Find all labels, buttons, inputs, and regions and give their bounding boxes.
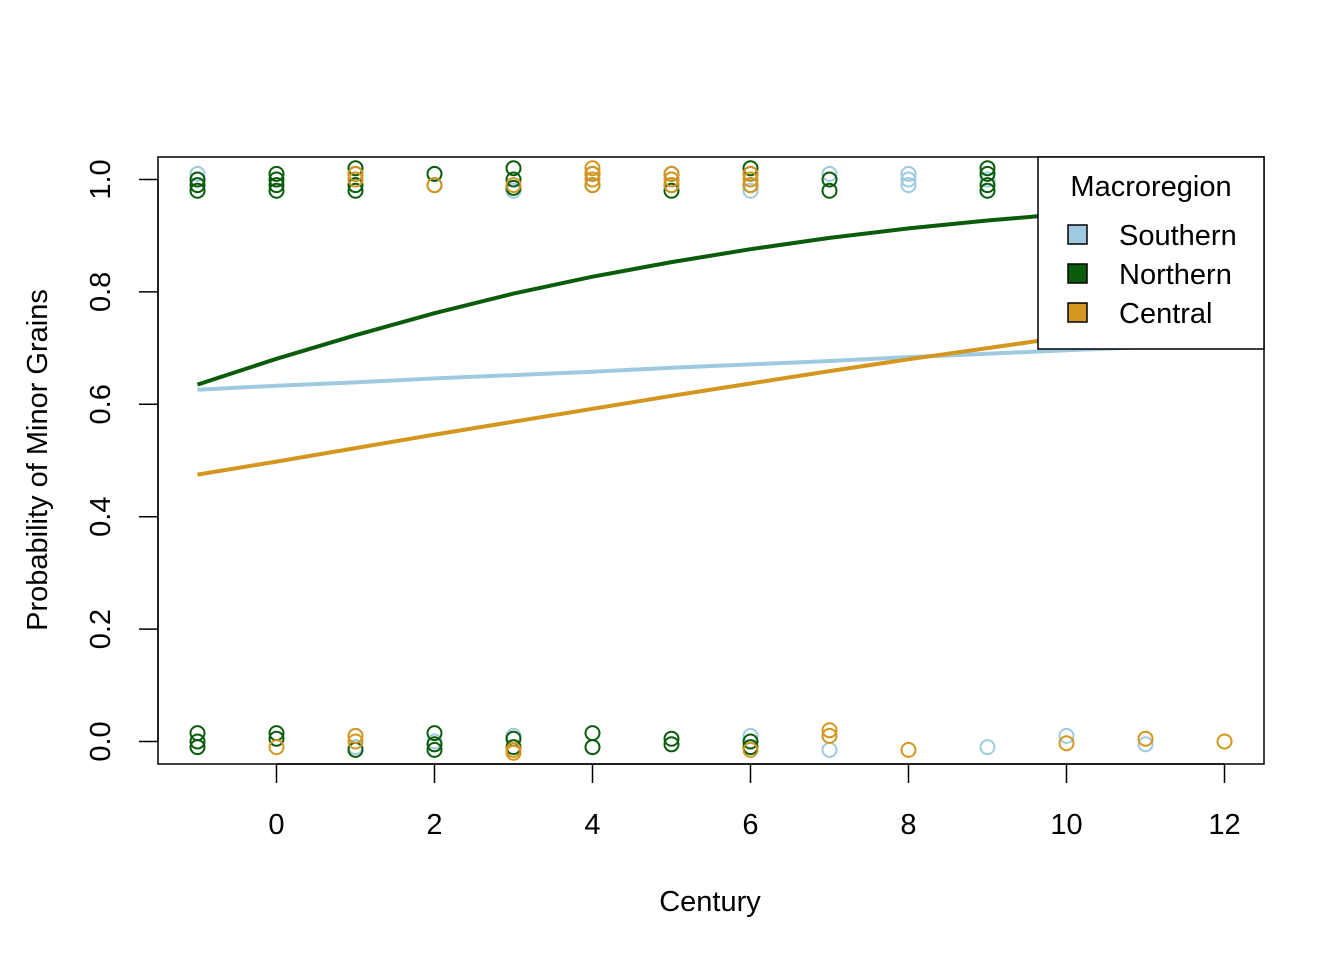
data-point-northern — [268, 730, 285, 747]
data-point-northern — [426, 736, 443, 753]
data-point-northern — [821, 171, 838, 188]
data-point-central — [347, 733, 364, 750]
data-point-central — [1137, 730, 1154, 747]
data-point-northern — [663, 736, 680, 753]
data-point-southern — [900, 165, 917, 182]
legend-title: Macroregion — [1070, 171, 1231, 203]
legend-label-southern: Southern — [1119, 220, 1237, 252]
y-tick-label: 1.0 — [85, 159, 117, 199]
data-point-northern — [979, 165, 996, 182]
data-point-northern — [742, 160, 759, 177]
data-point-northern — [347, 160, 364, 177]
x-tick-label: 8 — [900, 809, 916, 841]
data-point-central — [347, 165, 364, 182]
data-point-southern — [900, 171, 917, 188]
data-point-central — [584, 165, 601, 182]
data-point-central — [505, 744, 522, 761]
data-point-central — [347, 727, 364, 744]
data-point-central — [268, 739, 285, 756]
legend-label-central: Central — [1119, 298, 1213, 330]
y-tick-label: 0.6 — [85, 384, 117, 424]
data-point-northern — [821, 182, 838, 199]
legend-label-northern: Northern — [1119, 259, 1232, 291]
data-point-central — [663, 165, 680, 182]
y-axis: 0.0 0.2 0.4 0.6 0.8 1.0 — [85, 159, 159, 762]
data-point-northern — [426, 165, 443, 182]
data-point-northern — [426, 741, 443, 758]
data-point-northern — [189, 177, 206, 194]
data-point-central — [821, 727, 838, 744]
data-point-central — [821, 722, 838, 739]
data-point-southern — [742, 182, 759, 199]
data-point-central — [347, 171, 364, 188]
data-point-northern — [426, 725, 443, 742]
data-point-southern — [1058, 727, 1075, 744]
data-point-central — [584, 177, 601, 194]
data-point-northern — [663, 730, 680, 747]
data-point-northern — [268, 171, 285, 188]
data-point-southern — [821, 165, 838, 182]
legend-swatch-northern — [1067, 263, 1088, 284]
data-point-central — [584, 171, 601, 188]
y-axis-label: Probability of Minor Grains — [22, 289, 54, 631]
data-point-central — [900, 741, 917, 758]
data-point-southern — [979, 171, 996, 188]
data-point-northern — [584, 725, 601, 742]
data-point-northern — [189, 171, 206, 188]
data-point-northern — [189, 182, 206, 199]
data-point-central — [426, 177, 443, 194]
data-point-central — [742, 165, 759, 182]
data-point-southern — [821, 741, 838, 758]
data-point-northern — [189, 733, 206, 750]
y-tick-label: 0.0 — [85, 721, 117, 761]
data-point-northern — [979, 160, 996, 177]
legend-swatch-southern — [1067, 224, 1088, 245]
y-tick-label: 0.2 — [85, 609, 117, 649]
x-tick-label: 4 — [584, 809, 600, 841]
data-point-northern — [979, 182, 996, 199]
legend-entries: Southern Northern Central — [1067, 220, 1237, 330]
x-tick-label: 2 — [426, 809, 442, 841]
x-axis-label: Century — [659, 886, 761, 918]
data-point-southern — [900, 177, 917, 194]
x-tick-label: 12 — [1208, 809, 1240, 841]
data-point-central — [505, 177, 522, 194]
data-point-northern — [268, 165, 285, 182]
data-point-northern — [268, 177, 285, 194]
x-tick-label: 10 — [1050, 809, 1082, 841]
data-point-southern — [979, 739, 996, 756]
data-point-central — [1216, 733, 1233, 750]
legend: Macroregion Southern Northern Central — [1037, 156, 1265, 350]
data-point-central — [742, 177, 759, 194]
data-point-northern — [347, 177, 364, 194]
data-point-central — [1058, 735, 1075, 752]
y-tick-label: 0.8 — [85, 272, 117, 312]
data-point-northern — [189, 739, 206, 756]
data-point-northern — [742, 733, 759, 750]
data-point-central — [663, 177, 680, 194]
x-tick-label: 6 — [742, 809, 758, 841]
data-point-northern — [663, 182, 680, 199]
points-layer — [189, 160, 1233, 761]
data-point-northern — [979, 177, 996, 194]
data-point-southern — [189, 165, 206, 182]
data-point-central — [742, 741, 759, 758]
data-point-northern — [268, 182, 285, 199]
data-point-central — [584, 160, 601, 177]
data-point-southern — [1137, 736, 1154, 753]
data-point-northern — [505, 171, 522, 188]
series-line-southern — [197, 341, 1225, 392]
y-tick-label: 0.4 — [85, 497, 117, 537]
legend-swatch-central — [1067, 302, 1088, 323]
x-axis: 0 2 4 6 8 10 12 — [268, 763, 1241, 841]
data-point-northern — [584, 739, 601, 756]
data-point-central — [663, 171, 680, 188]
data-point-northern — [347, 182, 364, 199]
x-tick-label: 0 — [268, 809, 284, 841]
data-point-central — [742, 171, 759, 188]
data-point-northern — [505, 160, 522, 177]
